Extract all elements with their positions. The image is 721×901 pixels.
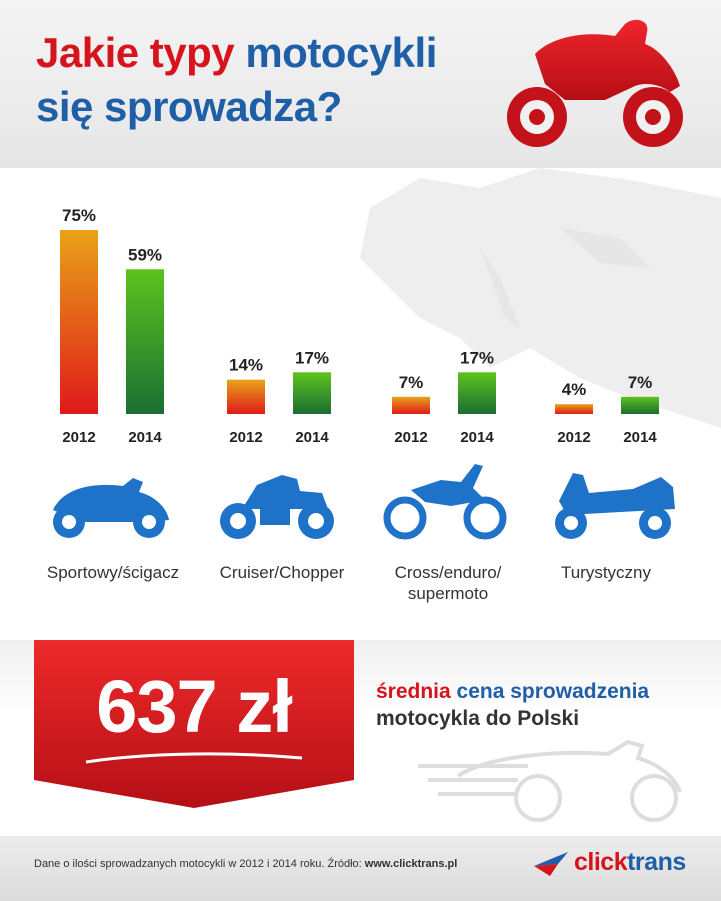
stat-description: średnia cena sprowadzenia [376,680,650,703]
data-label: 7% [628,373,653,392]
footer-source-note: Dane o ilości sprowadzanych motocykli w … [34,858,458,870]
cruiser-motorcycle-icon [220,475,334,539]
bar-2012-1 [60,230,98,414]
source-link[interactable]: www.clicktrans.pl [364,858,458,870]
bar-2014-2 [293,372,331,414]
average-price-value: 637 zł [96,665,293,748]
footer [0,836,721,901]
clicktrans-logo: clicktrans [574,848,686,876]
stat-description-2: motocykla do Polski [376,707,580,730]
year-tick-label: 2012 [394,429,427,446]
bar-2014-3 [458,372,496,414]
category-label: Sportowy/ścigacz [46,563,180,582]
category-label: Cruiser/Chopper [219,563,345,582]
sport-motorcycle-icon [53,478,169,538]
sport-motorcycle-icon [507,19,683,147]
bar-2012-2 [227,379,265,414]
bar-2012-4 [555,404,593,414]
touring-motorcycle-icon [555,473,675,539]
data-label: 75% [62,206,96,225]
ghost-motorcycle-icon [418,739,682,822]
title-part-2: się sprowadza? [36,83,342,130]
year-tick-label: 2014 [460,429,494,446]
year-tick-label: 2014 [128,429,162,446]
clicktrans-logo-icon [534,852,568,876]
price-banner [34,640,354,808]
title-part: motocykli [245,29,437,76]
data-label: 7% [399,373,424,392]
data-label: 17% [460,348,494,367]
cross-motorcycle-icon [383,464,507,540]
data-label: 4% [562,380,587,399]
title-highlight: Jakie typy [36,29,235,76]
bar-2012-3 [392,396,430,414]
data-label: 17% [295,348,329,367]
category-label: Turystyczny [560,563,652,582]
year-tick-label: 2014 [295,429,329,446]
category-label: Cross/enduro/supermoto [394,563,502,603]
bar-2014-1 [126,269,164,414]
data-label: 59% [128,245,162,264]
year-tick-label: 2012 [62,429,95,446]
bar-chart: 75% 2012 59% 2014 14% 2012 17% 2014 7% 2012 17% 201… [60,206,659,446]
year-tick-label: 2014 [623,429,657,446]
page-title: Jakie typy motocykli się sprowadza? [36,26,437,134]
bar-2014-4 [621,396,659,414]
year-tick-label: 2012 [229,429,262,446]
year-tick-label: 2012 [557,429,590,446]
data-label: 14% [229,356,263,375]
europe-map-background [360,168,721,428]
